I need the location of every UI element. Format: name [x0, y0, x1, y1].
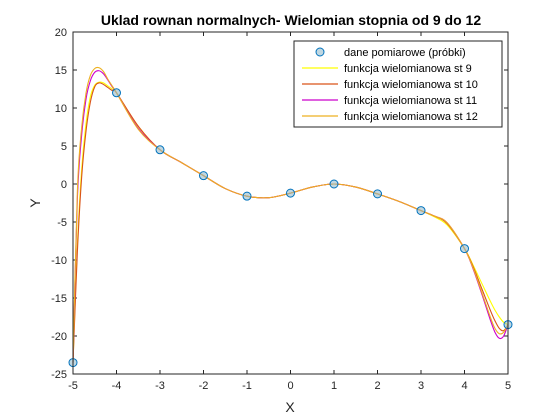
sample-point: [373, 189, 382, 199]
legend-marker-samples: [315, 47, 325, 57]
y-tick-label: -25: [51, 369, 67, 381]
legend-label-st11: funkcja wielomianowa st 11: [344, 95, 477, 107]
sample-point: [199, 171, 208, 181]
y-tick-label: 0: [61, 179, 67, 191]
y-tick-label: 10: [55, 103, 67, 115]
plot-area: [68, 66, 513, 368]
sample-point: [112, 88, 121, 98]
x-tick-label: -4: [112, 380, 122, 392]
y-tick-label: -10: [51, 255, 67, 267]
legend: dane pomiarowe (próbki) funkcja wielomian…: [293, 40, 503, 128]
series-line-st12: [72, 66, 509, 363]
x-tick-label: 4: [461, 380, 467, 392]
legend-label-st10: funkcja wielomianowa st 10: [344, 79, 478, 91]
sample-point: [286, 188, 295, 198]
x-tick-label: -5: [68, 380, 78, 392]
x-tick-label: 3: [418, 380, 424, 392]
x-tick-label: 2: [374, 380, 380, 392]
sample-point: [460, 244, 469, 254]
y-tick-label: -20: [51, 331, 67, 343]
legend-label-samples: dane pomiarowe (próbki): [344, 47, 466, 59]
x-axis-label: X: [285, 399, 295, 415]
sample-point: [242, 191, 252, 201]
y-tick-label: 15: [55, 65, 67, 77]
legend-label-st9: funkcja wielomianowa st 9: [344, 63, 472, 75]
x-tick-label: -2: [199, 380, 209, 392]
chart-title: Uklad rownan normalnych- Wielomian stopn…: [101, 12, 481, 28]
x-tick-label: 5: [505, 380, 511, 392]
sample-point: [416, 206, 426, 216]
sample-point: [329, 179, 339, 189]
axes-box: [72, 31, 509, 375]
x-tick-label: 1: [331, 380, 337, 392]
x-tick-label: -3: [155, 380, 165, 392]
y-tick-label: 20: [55, 27, 67, 39]
x-tick-label: -1: [242, 380, 252, 392]
x-tick-label: 0: [287, 380, 293, 392]
y-tick-label: -15: [51, 293, 67, 305]
legend-label-st12: funkcja wielomianowa st 12: [344, 111, 478, 123]
y-axis-label: Y: [27, 198, 43, 208]
sample-point: [155, 145, 165, 155]
y-tick-label: -5: [57, 217, 67, 229]
y-tick-label: 5: [61, 141, 67, 153]
